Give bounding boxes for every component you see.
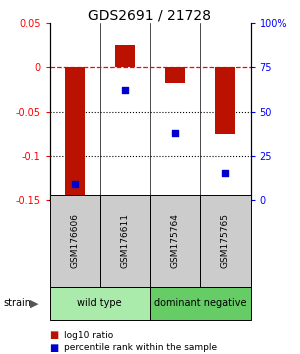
Text: percentile rank within the sample: percentile rank within the sample	[64, 343, 218, 353]
Text: log10 ratio: log10 ratio	[64, 331, 114, 339]
Bar	[100, 195, 150, 287]
Point	[72, 181, 77, 187]
Text: ■: ■	[50, 330, 59, 340]
Point	[173, 130, 178, 136]
Bar	[64, 67, 85, 205]
Bar	[215, 67, 236, 133]
Bar	[115, 45, 135, 67]
Point	[223, 171, 228, 176]
Bar	[150, 287, 250, 320]
Bar	[50, 195, 100, 287]
Text: GSM176611: GSM176611	[120, 213, 129, 268]
Bar	[50, 287, 150, 320]
Text: ■: ■	[50, 343, 59, 353]
Bar	[150, 195, 200, 287]
Text: wild type: wild type	[77, 298, 122, 308]
Bar	[200, 195, 250, 287]
Bar	[165, 67, 185, 83]
Text: GSM175765: GSM175765	[221, 213, 230, 268]
Text: GDS2691 / 21728: GDS2691 / 21728	[88, 9, 212, 23]
Text: GSM175764: GSM175764	[171, 213, 180, 268]
Text: strain: strain	[3, 298, 31, 308]
Text: GSM176606: GSM176606	[70, 213, 79, 268]
Point	[122, 87, 127, 93]
Text: ▶: ▶	[30, 298, 39, 308]
Text: dominant negative: dominant negative	[154, 298, 247, 308]
